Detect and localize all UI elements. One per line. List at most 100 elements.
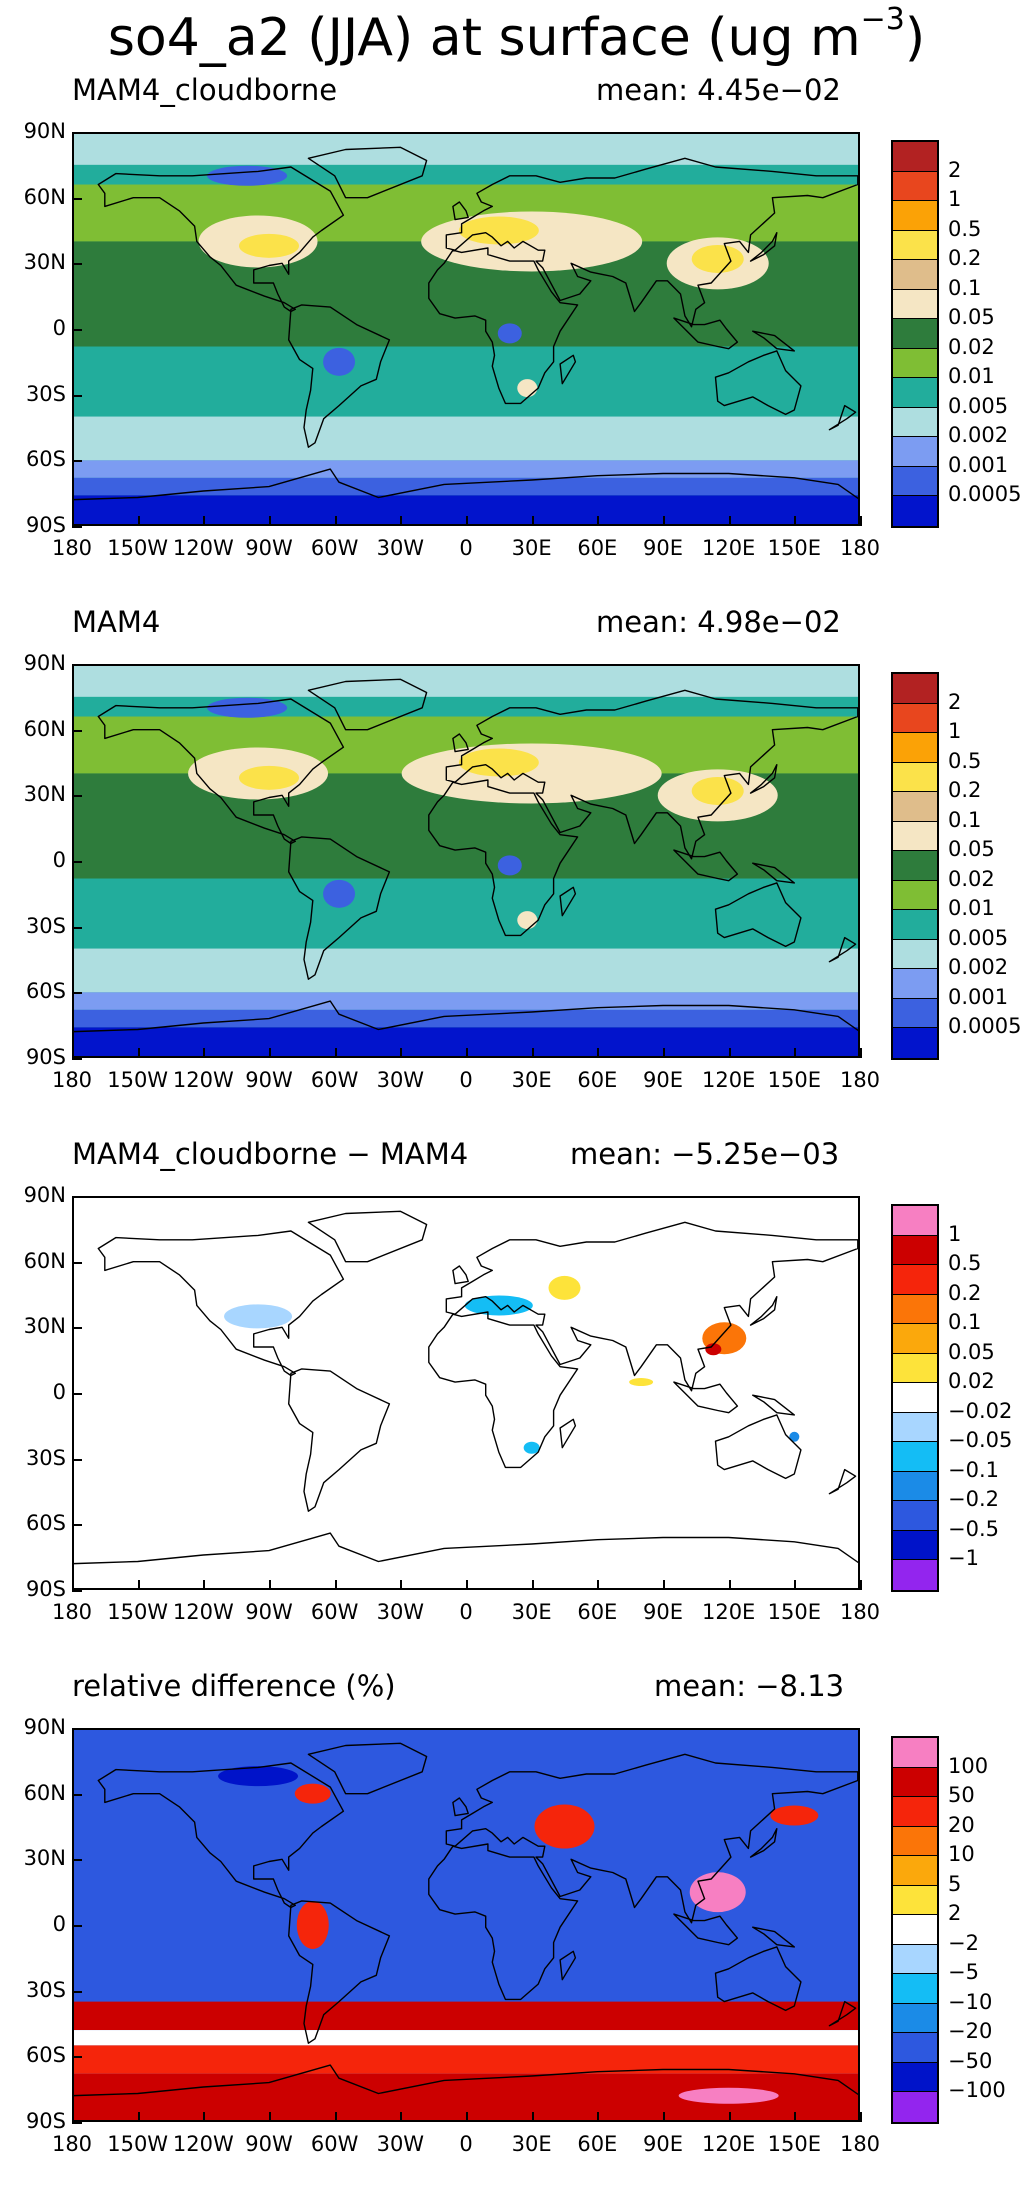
coastline-new-guinea (752, 1394, 795, 1416)
coastline-new-guinea (752, 1926, 795, 1948)
legend-level-label: 2 (948, 1901, 962, 1925)
y-tick-label: 60N (23, 716, 66, 741)
coastline-antarctica (74, 2064, 858, 2097)
legend-swatch (893, 762, 937, 792)
x-tick-mark (728, 2112, 731, 2122)
legend-swatch (893, 1530, 937, 1560)
x-tick-mark (728, 1048, 731, 1058)
sh-subpolar-band (74, 460, 858, 478)
x-tick-label: 90W (245, 2132, 293, 2156)
legend-swatch (893, 821, 937, 851)
panel-left-label: relative difference (%) (72, 1669, 396, 1703)
x-tick-mark (860, 516, 862, 526)
x-tick-label: 120W (172, 1068, 234, 1092)
coastline-greenland (307, 1742, 428, 1795)
plume-core-east-asia (691, 776, 744, 805)
legend-level-label: 0.2 (948, 778, 982, 802)
coastline-antarctica (74, 1000, 858, 1033)
x-tick-label: 60E (577, 1068, 618, 1092)
x-tick-label: 90E (643, 536, 683, 560)
x-tick-label: 0 (459, 1068, 473, 1092)
y-tick-label: 90N (23, 651, 66, 675)
x-tick-mark (597, 1048, 600, 1058)
legend-level-label: 0.002 (948, 955, 1009, 979)
map-plot-area (72, 664, 860, 1058)
legend-swatch (893, 969, 937, 999)
legend-swatch (893, 260, 937, 290)
x-tick-label: 0 (459, 536, 473, 560)
x-tick-label: 30W (376, 1600, 425, 1624)
coastline-madagascar (559, 1418, 577, 1449)
y-tick-mark (72, 526, 82, 528)
x-tick-label: 60W (310, 1600, 359, 1624)
legend-level-label: 0.5 (948, 748, 982, 773)
increase-indian-ocean (629, 1378, 654, 1387)
x-tick-label: 60E (577, 1600, 618, 1624)
y-tick-mark (72, 1196, 82, 1198)
legend-swatch (893, 1442, 937, 1472)
legend-level-label: 0.05 (948, 305, 995, 329)
legend-level-label: 0.02 (948, 334, 995, 359)
panel-mean-label: mean: 4.98e−02 (596, 605, 841, 639)
legend-swatch (893, 1353, 937, 1383)
x-tick-mark (794, 1580, 797, 1590)
coastline-africa (428, 1843, 579, 2001)
coastline-australia (714, 1414, 802, 1480)
x-tick-label: 30W (376, 2132, 425, 2156)
y-tick-label: 60S (25, 2043, 66, 2068)
x-tick-mark (203, 1580, 206, 1590)
x-tick-mark (137, 1580, 140, 1590)
y-tick-label: 90S (25, 2109, 66, 2133)
legend-swatch (893, 1944, 937, 1974)
legend-swatch (893, 2033, 937, 2063)
x-tick-mark (728, 516, 731, 526)
legend-level-label: 0.5 (948, 216, 982, 241)
legend-swatch (893, 407, 937, 437)
x-tick-mark (466, 2112, 468, 2122)
x-tick-label: 60W (310, 536, 359, 560)
max-increase-east-asia (689, 1872, 746, 1913)
decrease-coral-sea (789, 1431, 800, 1442)
plume-southern-africa (517, 379, 538, 398)
decrease-north-america (224, 1304, 293, 1329)
legend-swatch (893, 851, 937, 881)
y-tick-mark (72, 1590, 82, 1592)
coastline-uk (452, 201, 469, 221)
legend-level-label: 1 (948, 187, 962, 211)
y-tick-label: 0 (52, 316, 66, 340)
coastline-indonesia (673, 849, 739, 882)
coastline-uk (452, 733, 469, 753)
legend-swatch (893, 437, 937, 467)
y-tick-label: 60N (23, 1780, 66, 1805)
y-tick-mark (72, 329, 82, 331)
coastline-australia (714, 350, 802, 416)
panel-mean-label: mean: −5.25e−03 (570, 1137, 840, 1171)
legend-level-label: −0.2 (948, 1487, 999, 1511)
x-tick-mark (400, 1048, 403, 1058)
legend-swatch (893, 1501, 937, 1531)
legend-level-label: 1 (948, 719, 962, 743)
x-tick-mark (663, 1048, 665, 1058)
x-tick-label: 30W (376, 1068, 425, 1092)
legend-level-label: 0.1 (948, 275, 982, 300)
legend-level-label: −20 (948, 2019, 993, 2043)
plume-eurasia (421, 211, 643, 272)
legend-level-label: 0.01 (948, 364, 995, 388)
coastline-north-america (97, 1230, 345, 1377)
y-tick-mark (72, 132, 82, 134)
y-tick-label: 90S (25, 1045, 66, 1069)
legend-level-label: 0.02 (948, 1369, 995, 1393)
legend-level-label: 1 (948, 1221, 962, 1246)
legend-level-label: 0.001 (948, 452, 1009, 477)
y-tick-mark (72, 1793, 82, 1796)
coastline-indonesia (673, 317, 739, 350)
map-plot-area (72, 1728, 860, 2122)
map-panel-mam4: MAM4 mean: 4.98e−02 90N 60N 30N 0 30S 60S 90S 1… (0, 605, 1033, 1147)
legend-level-label: 5 (948, 1871, 962, 1896)
y-tick-label: 60N (23, 184, 66, 209)
x-tick-mark (531, 1580, 534, 1590)
x-tick-mark (203, 516, 206, 526)
coastline-north-america (97, 1762, 345, 1909)
coastline-greenland (307, 678, 428, 731)
legend-swatch (893, 1767, 937, 1797)
